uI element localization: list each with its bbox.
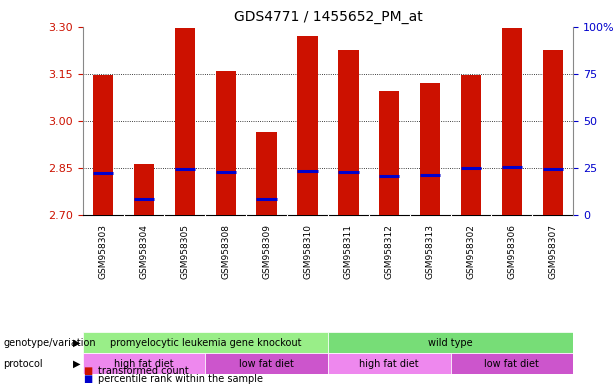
Bar: [328, 353, 451, 374]
Bar: [256, 132, 277, 215]
Bar: [134, 164, 154, 215]
Text: GSM958302: GSM958302: [466, 224, 476, 279]
Text: GSM958304: GSM958304: [140, 224, 148, 279]
Text: protocol: protocol: [3, 359, 43, 369]
Bar: [83, 353, 205, 374]
Text: ■: ■: [83, 366, 92, 376]
Bar: [379, 91, 400, 215]
Text: GSM958303: GSM958303: [99, 224, 108, 280]
Text: high fat diet: high fat diet: [359, 359, 419, 369]
Text: high fat diet: high fat diet: [114, 359, 174, 369]
Text: GSM958308: GSM958308: [221, 224, 230, 280]
Text: GSM958307: GSM958307: [548, 224, 557, 280]
Text: promyelocytic leukemia gene knockout: promyelocytic leukemia gene knockout: [110, 338, 301, 348]
Text: percentile rank within the sample: percentile rank within the sample: [98, 374, 263, 384]
Text: GSM958313: GSM958313: [425, 224, 435, 280]
Text: ▶: ▶: [73, 359, 80, 369]
Text: ▶: ▶: [73, 338, 80, 348]
Bar: [461, 74, 481, 215]
Text: ■: ■: [83, 374, 92, 384]
Text: genotype/variation: genotype/variation: [3, 338, 96, 348]
Bar: [175, 28, 195, 215]
Bar: [205, 353, 328, 374]
Text: GSM958305: GSM958305: [180, 224, 189, 280]
Bar: [83, 332, 328, 353]
Bar: [338, 50, 359, 215]
Bar: [216, 71, 236, 215]
Bar: [420, 83, 440, 215]
Bar: [297, 36, 318, 215]
Text: GSM958309: GSM958309: [262, 224, 271, 280]
Bar: [328, 332, 573, 353]
Text: GSM958311: GSM958311: [344, 224, 353, 280]
Text: GSM958312: GSM958312: [385, 224, 394, 279]
Text: low fat diet: low fat diet: [239, 359, 294, 369]
Text: transformed count: transformed count: [98, 366, 189, 376]
Bar: [543, 50, 563, 215]
Text: low fat diet: low fat diet: [484, 359, 539, 369]
Bar: [451, 353, 573, 374]
Text: wild type: wild type: [428, 338, 473, 348]
Bar: [501, 28, 522, 215]
Text: GSM958306: GSM958306: [508, 224, 516, 280]
Text: GSM958310: GSM958310: [303, 224, 312, 280]
Bar: [93, 74, 113, 215]
Title: GDS4771 / 1455652_PM_at: GDS4771 / 1455652_PM_at: [234, 10, 422, 25]
